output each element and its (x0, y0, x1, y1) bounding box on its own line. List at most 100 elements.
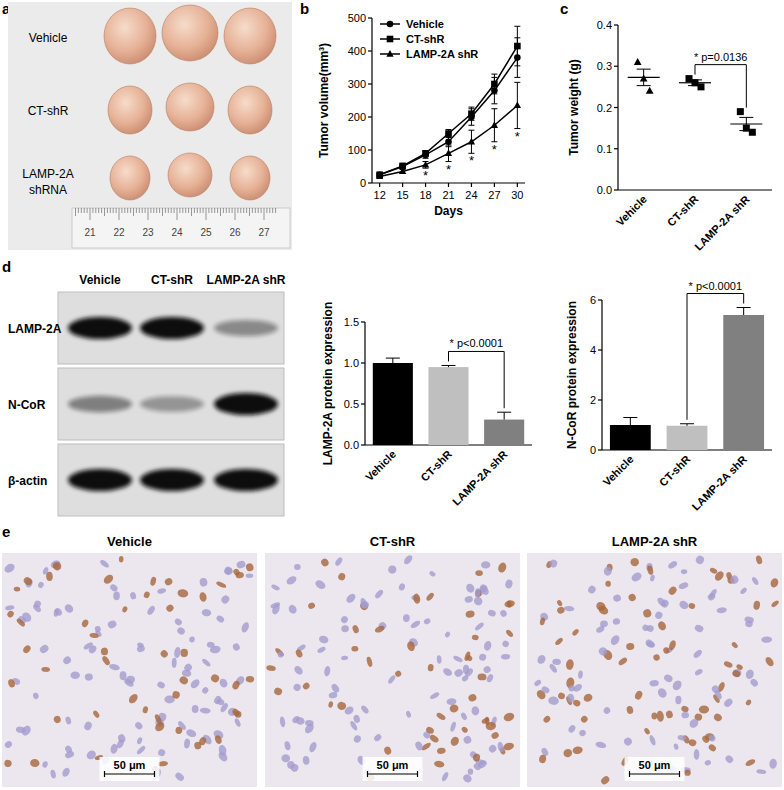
nucleus (578, 670, 584, 679)
y-tick-label: 4 (590, 344, 596, 356)
nucleus (192, 705, 199, 713)
nucleus (465, 610, 475, 619)
nucleus (308, 741, 318, 753)
nucleus (232, 568, 241, 577)
nucleus (617, 656, 628, 666)
ruler-tick (148, 208, 149, 220)
nucleus (302, 756, 309, 766)
nucleus (769, 577, 779, 588)
nucleus (542, 715, 551, 724)
nucleus (641, 623, 650, 632)
nucleus (449, 721, 457, 732)
ruler-tick (246, 208, 247, 213)
nucleus (41, 667, 50, 672)
nucleus (101, 655, 111, 667)
blot-strip (58, 292, 284, 364)
point (491, 81, 498, 88)
nucleus (657, 620, 668, 632)
ruler-tick (275, 208, 276, 213)
nucleus (412, 593, 421, 604)
nucleus (538, 754, 547, 764)
nucleus (373, 733, 383, 743)
nucleus (3, 562, 16, 575)
y-tick (598, 399, 602, 400)
nucleus (366, 656, 374, 667)
nucleus (464, 667, 475, 678)
ihc-image (2, 553, 257, 787)
tumor (168, 153, 212, 197)
annotation: * p=0.0136 (694, 51, 748, 63)
nucleus (461, 726, 469, 734)
error-bar (446, 130, 452, 138)
point (445, 138, 452, 145)
nucleus (425, 592, 435, 602)
nucleus (483, 640, 493, 651)
ruler-tick (249, 208, 250, 216)
nucleus (219, 702, 229, 714)
nucleus (626, 643, 635, 651)
ruler-tick (107, 208, 108, 213)
y-tick-label: 500 (348, 12, 366, 24)
series-line (380, 46, 518, 175)
nucleus (220, 594, 231, 605)
nucleus (53, 715, 61, 724)
nucleus (699, 705, 709, 713)
y-tick-label: 1.0 (344, 357, 359, 369)
x-tick-label: Vehicle (614, 193, 649, 228)
nucleus (598, 646, 609, 656)
nucleus (663, 647, 670, 655)
tumor (104, 8, 156, 64)
nucleus (462, 773, 474, 784)
point (376, 171, 383, 178)
image-title: LAMP-2A shR (612, 534, 698, 549)
nucleus (215, 581, 226, 589)
ruler-tick (116, 208, 117, 213)
photo-bg (8, 2, 292, 250)
annotation: * (469, 153, 474, 168)
blot-column-label: Vehicle (79, 273, 121, 287)
x-axis (618, 189, 772, 190)
nucleus (294, 564, 301, 570)
nucleus (502, 741, 514, 751)
nucleus (474, 588, 481, 598)
ruler-tick (229, 208, 230, 213)
nucleus (612, 594, 621, 603)
y-tick-label: 0.0 (597, 184, 612, 196)
ruler-tick (133, 208, 134, 216)
x-tick (448, 183, 449, 187)
blot-band (68, 317, 132, 339)
nucleus (673, 743, 679, 750)
nucleus (83, 721, 93, 732)
point (468, 110, 475, 117)
legend-label: LAMP-2A shR (406, 48, 478, 60)
point (743, 125, 750, 132)
nucleus (660, 598, 670, 608)
y-tick (368, 116, 372, 117)
nucleus (487, 743, 497, 753)
nucleus (109, 583, 119, 593)
nucleus (53, 608, 59, 617)
nucleus (245, 562, 255, 572)
ruler-number: 24 (171, 227, 183, 238)
y-tick (614, 107, 618, 108)
nucleus (556, 606, 566, 615)
annotation: * (446, 162, 451, 177)
x-tick-label: Vehicle (363, 448, 398, 483)
nucleus (398, 583, 406, 592)
nucleus (234, 717, 242, 727)
nucleus (214, 734, 223, 744)
nucleus (301, 681, 310, 690)
nucleus (240, 621, 250, 633)
x-tick-label: CT-shR (418, 448, 454, 484)
legend-marker (387, 36, 394, 43)
nucleus (486, 673, 495, 683)
nucleus (351, 646, 359, 652)
y-tick (361, 321, 365, 322)
nucleus (554, 637, 564, 647)
bar (667, 426, 708, 450)
nucleus (694, 668, 704, 677)
nucleus (756, 769, 766, 775)
nucleus (201, 658, 212, 668)
ruler-tick (261, 208, 262, 213)
nucleus (533, 679, 542, 687)
